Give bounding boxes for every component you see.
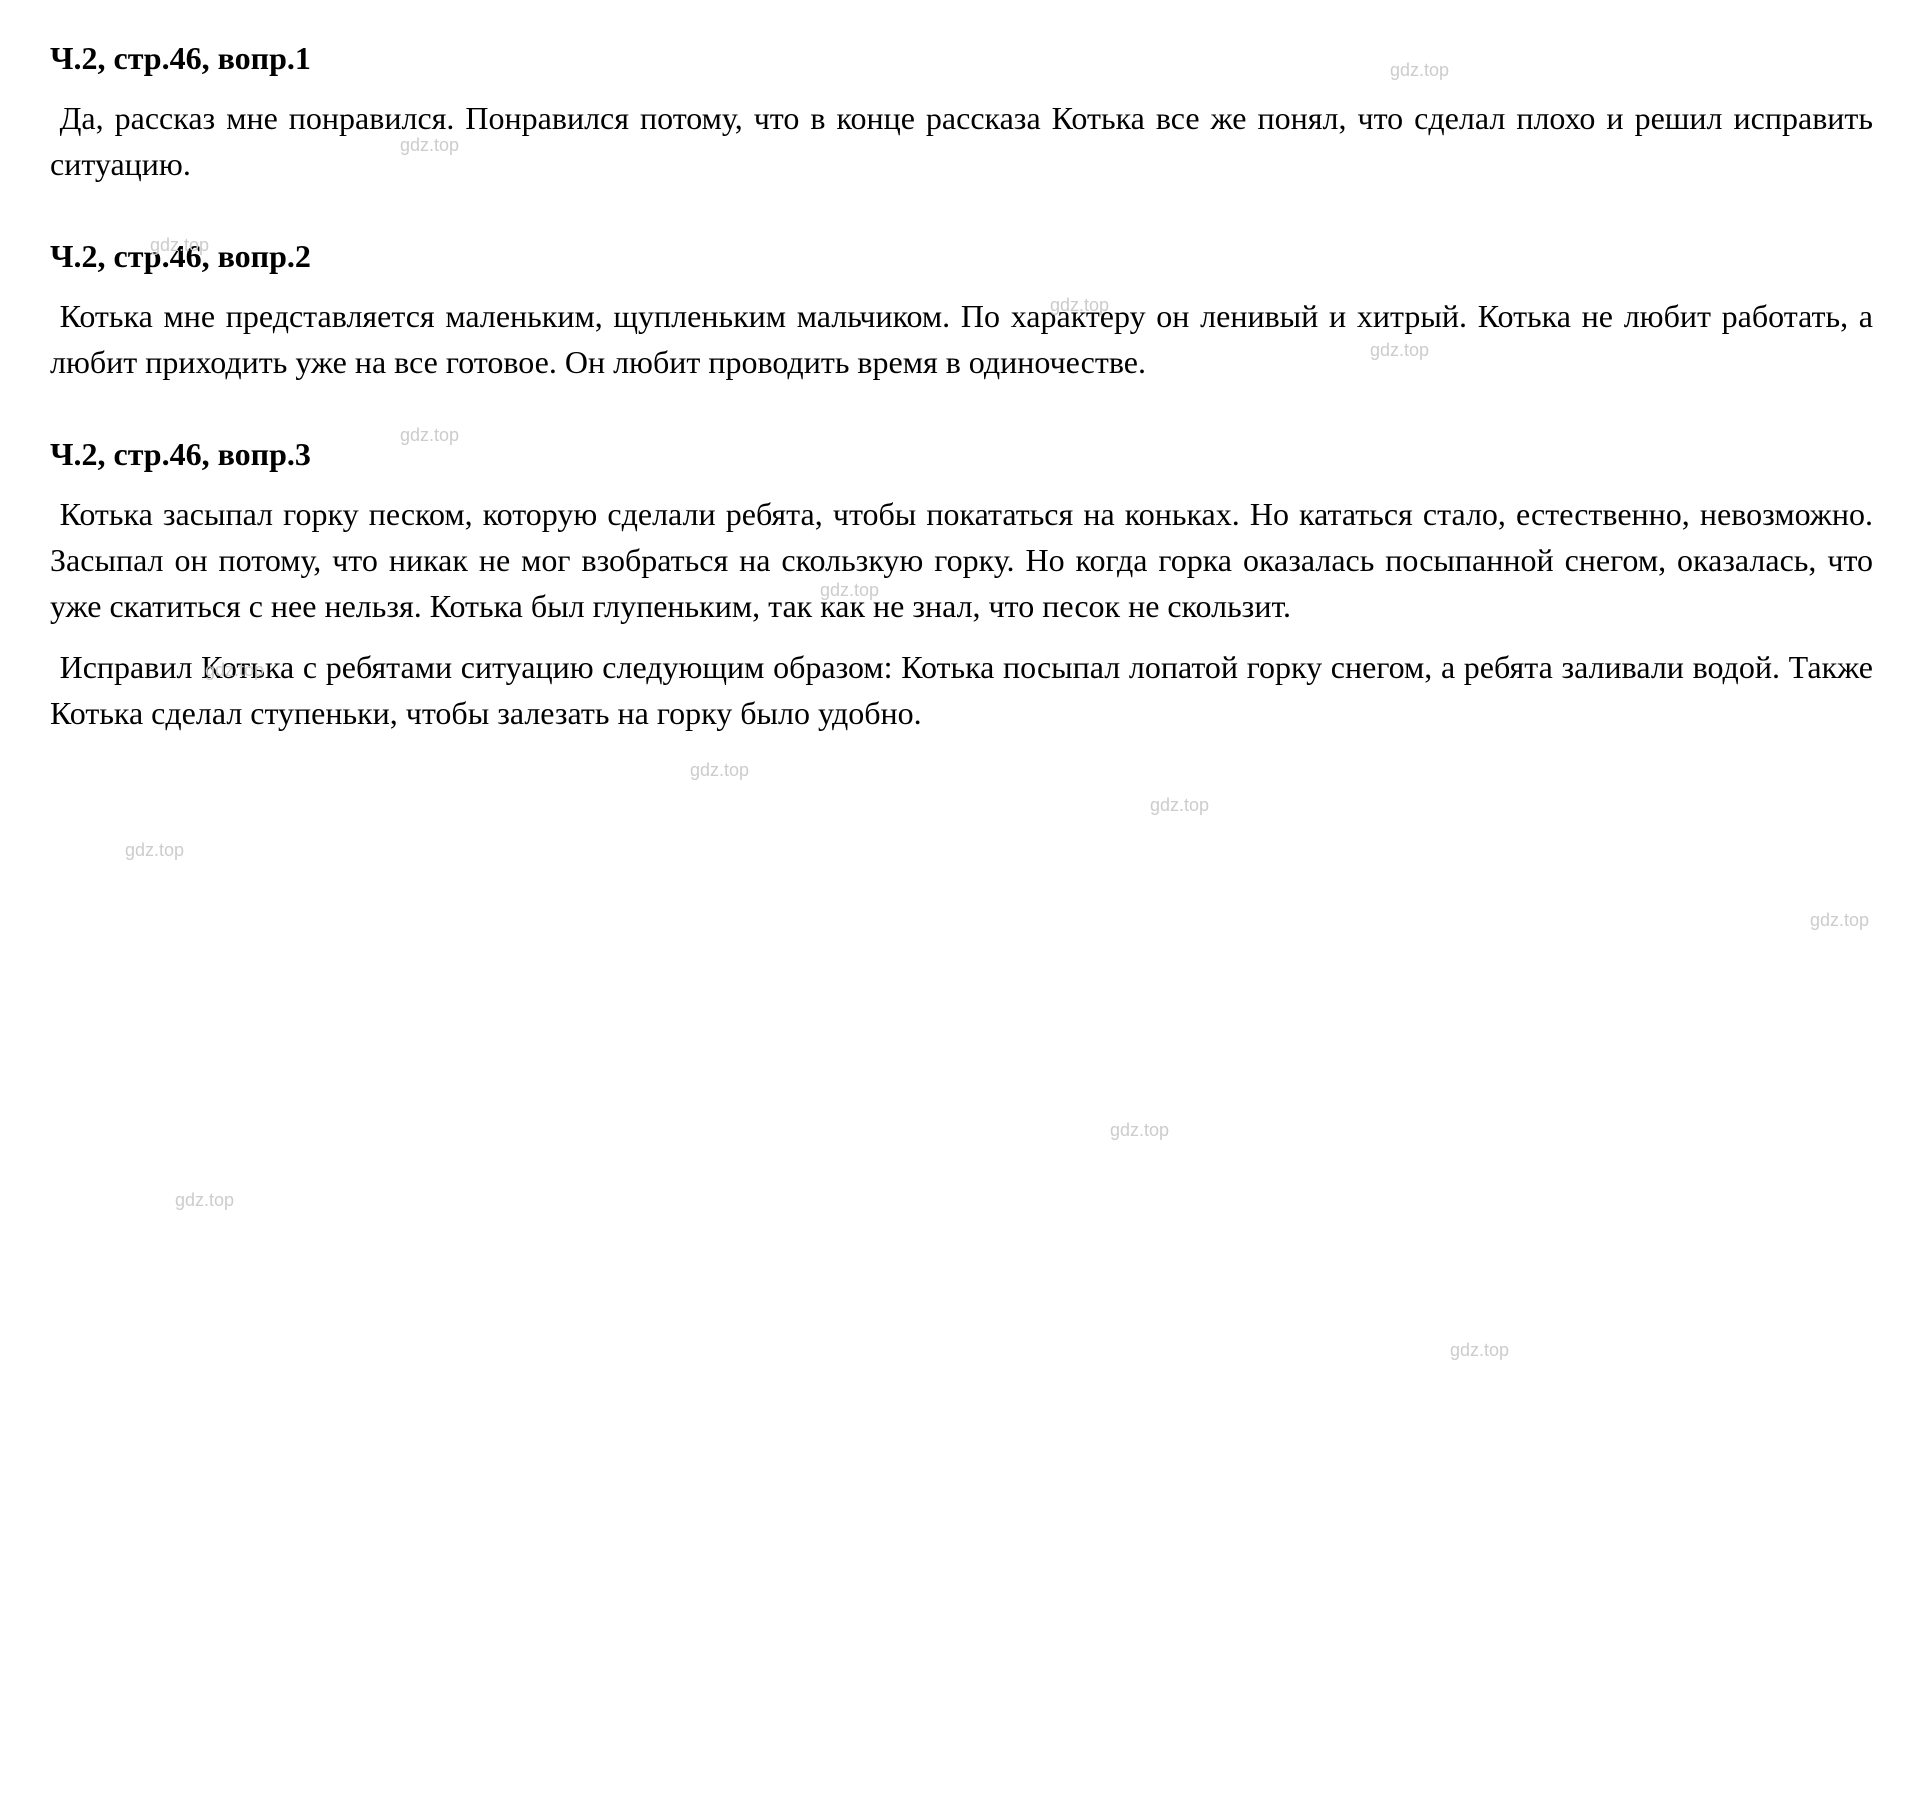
paragraph: Исправил Котька с ребятами ситуацию след… xyxy=(50,644,1873,737)
section-title: Ч.2, стр.46, вопр.1 xyxy=(50,40,1873,77)
section-body: Да, рассказ мне понравился. Понравился п… xyxy=(50,95,1873,188)
paragraph: Котька мне представляется маленьким, щуп… xyxy=(50,293,1873,386)
watermark: gdz.top xyxy=(1450,1340,1509,1361)
section: Ч.2, стр.46, вопр.1 Да, рассказ мне понра… xyxy=(50,40,1873,188)
section: Ч.2, стр.46, вопр.3 Котька засыпал горку … xyxy=(50,436,1873,737)
section: Ч.2, стр.46, вопр.2 Котька мне представля… xyxy=(50,238,1873,386)
watermark: gdz.top xyxy=(1150,795,1209,816)
section-body: Котька мне представляется маленьким, щуп… xyxy=(50,293,1873,386)
watermark: gdz.top xyxy=(1110,1120,1169,1141)
watermark: gdz.top xyxy=(125,840,184,861)
sections-container: Ч.2, стр.46, вопр.1 Да, рассказ мне понра… xyxy=(50,40,1873,737)
page-container: gdz.topgdz.topgdz.topgdz.topgdz.topgdz.t… xyxy=(50,40,1873,737)
watermark: gdz.top xyxy=(175,1190,234,1211)
section-body: Котька засыпал горку песком, которую сде… xyxy=(50,491,1873,737)
watermark: gdz.top xyxy=(690,760,749,781)
section-title: Ч.2, стр.46, вопр.2 xyxy=(50,238,1873,275)
section-title: Ч.2, стр.46, вопр.3 xyxy=(50,436,1873,473)
paragraph: Котька засыпал горку песком, которую сде… xyxy=(50,491,1873,630)
paragraph: Да, рассказ мне понравился. Понравился п… xyxy=(50,95,1873,188)
watermark: gdz.top xyxy=(1810,910,1869,931)
